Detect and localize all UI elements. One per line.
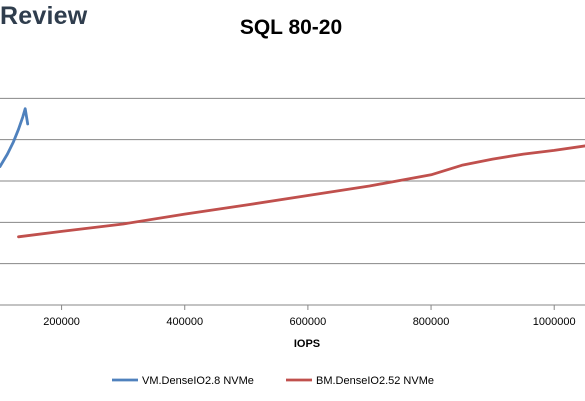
x-tick-label: 800000 (413, 316, 450, 328)
x-axis-label: IOPS (294, 338, 320, 350)
series-line-1 (0, 107, 30, 168)
x-tick-label: 200000 (43, 316, 80, 328)
x-tick-label: 600000 (290, 316, 327, 328)
x-axis-ticks: 200000 400000 600000 800000 1000000 (43, 305, 576, 328)
x-tick-label: 1000000 (533, 316, 576, 328)
brand-logo-text: Review (0, 2, 88, 30)
x-tick-label: 400000 (166, 316, 203, 328)
series-line-2 (17, 144, 585, 239)
legend-label-1: VM.DenseIO2.8 NVMe (142, 375, 254, 387)
legend: VM.DenseIO2.8 NVMe BM.DenseIO2.52 NVMe (112, 375, 434, 387)
gridlines (0, 97, 585, 306)
series-lines (0, 107, 585, 239)
chart-title: SQL 80-20 (240, 16, 342, 39)
legend-label-2: BM.DenseIO2.52 NVMe (316, 375, 434, 387)
